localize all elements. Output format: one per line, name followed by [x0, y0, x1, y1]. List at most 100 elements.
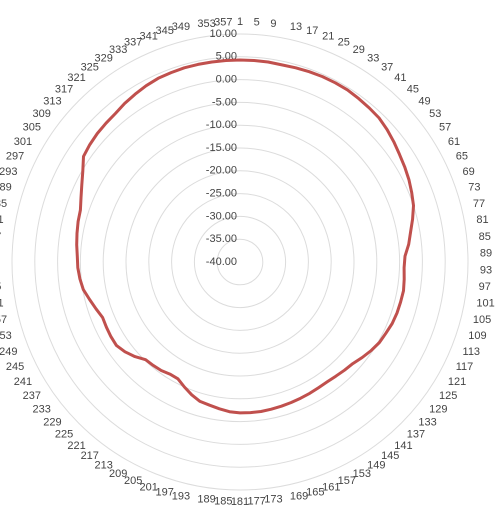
angle-label: 285 — [0, 198, 7, 210]
angle-label: 289 — [0, 182, 12, 194]
angle-label: 233 — [33, 404, 51, 416]
angle-label: 113 — [463, 346, 481, 358]
r-tick-label: -15.00 — [206, 142, 237, 154]
grid-circle — [171, 193, 309, 331]
angle-label: 21 — [322, 30, 334, 42]
r-tick-label: -5.00 — [212, 96, 237, 108]
angle-label: 209 — [109, 468, 127, 480]
angle-label: 341 — [140, 30, 158, 42]
angle-label: 309 — [33, 108, 51, 120]
angle-label: 121 — [448, 376, 466, 388]
angle-label: 249 — [0, 346, 17, 358]
angle-label: 281 — [0, 214, 4, 226]
angle-label: 325 — [81, 62, 99, 74]
angle-label: 133 — [418, 416, 436, 428]
angle-label: 313 — [43, 95, 61, 107]
series-line — [75, 58, 415, 415]
angle-label: 61 — [448, 136, 460, 148]
angle-label: 229 — [43, 416, 61, 428]
angle-label: 13 — [290, 21, 302, 33]
angle-label: 205 — [124, 475, 142, 487]
angle-label: 25 — [338, 37, 350, 49]
angle-label: 17 — [306, 25, 318, 37]
angle-label: 265 — [0, 281, 1, 293]
angle-label: 225 — [55, 429, 73, 441]
angle-label: 337 — [124, 37, 142, 49]
angle-label: 333 — [109, 44, 127, 56]
angle-label: 329 — [94, 52, 112, 64]
angle-label: 185 — [214, 495, 232, 507]
angle-label: 253 — [0, 330, 12, 342]
r-tick-label: -25.00 — [206, 188, 237, 200]
angle-label: 9 — [270, 18, 276, 30]
angle-label: 201 — [140, 481, 158, 493]
angle-label: 129 — [429, 404, 447, 416]
angle-label: 101 — [476, 298, 494, 310]
angle-label: 29 — [353, 44, 365, 56]
angle-label: 193 — [172, 491, 190, 503]
angle-label: 317 — [55, 83, 73, 95]
angle-label: 37 — [381, 62, 393, 74]
angle-label: 261 — [0, 298, 4, 310]
angle-label: 357 — [214, 16, 232, 28]
angle-label: 153 — [353, 468, 371, 480]
angle-label: 181 — [231, 496, 249, 508]
angle-label: 221 — [67, 440, 85, 452]
angle-label: 53 — [429, 108, 441, 120]
angle-label: 173 — [264, 494, 282, 506]
angle-label: 89 — [480, 248, 492, 260]
angle-label: 57 — [439, 122, 451, 134]
angle-label: 137 — [407, 429, 425, 441]
angle-label: 169 — [290, 491, 308, 503]
r-tick-label: -10.00 — [206, 119, 237, 131]
angle-label: 197 — [155, 487, 173, 499]
angle-label: 297 — [6, 151, 24, 163]
r-tick-label: -30.00 — [206, 210, 237, 222]
angle-label: 77 — [473, 198, 485, 210]
grid-circle — [57, 79, 423, 445]
grid-circle — [216, 238, 264, 286]
angle-label: 41 — [394, 72, 406, 84]
angle-label: 69 — [463, 166, 475, 178]
r-tick-label: 0.00 — [216, 74, 237, 86]
angle-label: 321 — [67, 72, 85, 84]
angle-label: 117 — [456, 361, 474, 373]
angle-label: 97 — [479, 281, 491, 293]
angle-label: 125 — [439, 390, 457, 402]
angle-label: 45 — [407, 83, 419, 95]
angle-label: 81 — [476, 214, 488, 226]
angle-label: 349 — [172, 21, 190, 33]
angle-label: 93 — [480, 264, 492, 276]
angle-label: 33 — [367, 52, 379, 64]
r-tick-label: 10.00 — [209, 28, 237, 40]
angle-label: 237 — [23, 390, 41, 402]
angle-label: 353 — [197, 18, 215, 30]
grid-circle — [125, 147, 355, 377]
angle-label: 109 — [468, 330, 486, 342]
angle-label: 177 — [248, 495, 266, 507]
angle-label: 157 — [338, 475, 356, 487]
angle-label: 105 — [473, 314, 491, 326]
grid-circle — [193, 215, 287, 309]
angle-label: 161 — [322, 481, 340, 493]
grid-circle — [102, 124, 378, 400]
angle-label: 189 — [197, 494, 215, 506]
angle-label: 165 — [306, 487, 324, 499]
angle-label: 149 — [367, 459, 385, 471]
angle-label: 241 — [14, 376, 32, 388]
angle-label: 217 — [81, 450, 99, 462]
angle-label: 245 — [6, 361, 24, 373]
angle-label: 293 — [0, 166, 17, 178]
angle-label: 345 — [155, 25, 173, 37]
angle-label: 277 — [0, 231, 1, 243]
angle-label: 257 — [0, 314, 7, 326]
r-tick-label: -40.00 — [206, 256, 237, 268]
grid-circle — [79, 101, 401, 423]
grid-circle — [148, 170, 332, 354]
r-tick-label: -20.00 — [206, 165, 237, 177]
angle-label: 213 — [94, 459, 112, 471]
angle-label: 305 — [23, 122, 41, 134]
angle-label: 141 — [394, 440, 412, 452]
angle-label: 301 — [14, 136, 32, 148]
